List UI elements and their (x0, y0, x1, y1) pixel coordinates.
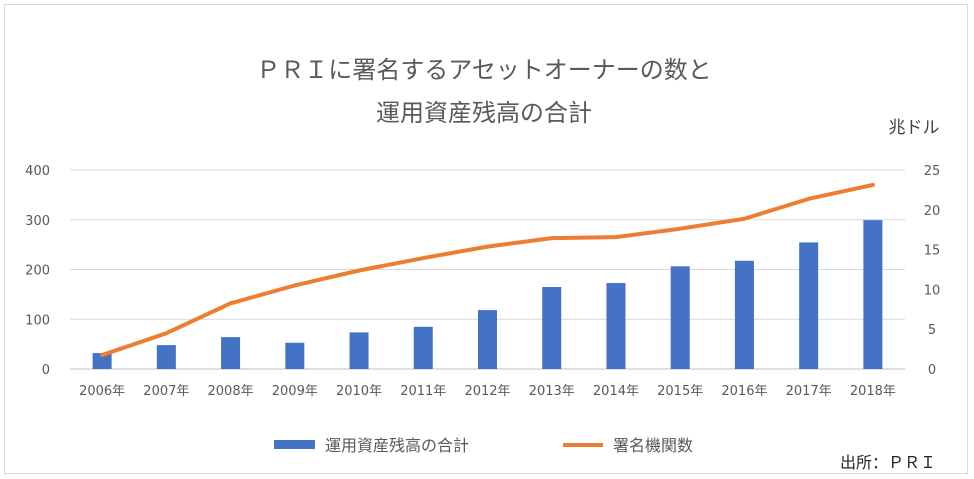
bar-assets (413, 326, 433, 369)
legend-swatch-assets (274, 440, 315, 449)
line-series-signatories (100, 182, 875, 358)
left-axis-tick-label: 200 (25, 264, 50, 279)
bar-assets (799, 242, 819, 369)
bar-assets (92, 353, 112, 369)
bar-assets (734, 260, 754, 369)
x-axis-tick-label: 2018年 (850, 384, 896, 399)
bar-assets (670, 266, 690, 369)
bar-assets (285, 342, 305, 369)
right-axis-tick-label: 10 (924, 283, 941, 298)
x-axis-tick-label: 2014年 (593, 384, 639, 399)
bar-assets (156, 345, 176, 369)
left-axis-tick-label: 100 (25, 313, 50, 328)
legend-label-signatories: 署名機関数 (613, 436, 693, 455)
legend: 運用資産残高の合計 署名機関数 (274, 436, 693, 455)
left-axis-ticks: 0 100 200 300 400 (25, 164, 50, 378)
bar-assets (606, 283, 626, 369)
x-axis-tick-label: 2017年 (786, 384, 832, 399)
right-axis-unit-label: 兆ドル (889, 118, 940, 138)
x-axis-tick-label: 2013年 (529, 384, 575, 399)
bar-assets (478, 310, 497, 369)
right-axis-ticks: 0 5 10 15 20 25 (924, 164, 941, 378)
x-axis-tick-label: 2008年 (208, 384, 254, 399)
bar-series-assets (92, 220, 883, 369)
bar-assets (349, 332, 369, 369)
chart-title-line2: 運用資産残高の合計 (376, 99, 592, 127)
left-axis-tick-label: 300 (25, 214, 50, 229)
x-axis-tick-label: 2009年 (272, 384, 318, 399)
right-axis-tick-label: 5 (928, 323, 936, 338)
right-axis-tick-label: 20 (924, 204, 941, 219)
x-axis-tick-label: 2012年 (464, 384, 510, 399)
x-axis-tick-label: 2015年 (657, 384, 703, 399)
legend-label-assets: 運用資産残高の合計 (325, 436, 469, 455)
bar-assets (863, 220, 883, 369)
left-axis-tick-label: 0 (42, 363, 50, 378)
right-axis-tick-label: 25 (924, 164, 941, 179)
right-axis-tick-label: 0 (928, 363, 936, 378)
chart-title-line1: ＰＲＩに署名するアセットオーナーの数と (256, 56, 712, 84)
x-axis-ticks: 2006年 2007年 2008年 2009年 2010年 2011年 2012年 2013年… (79, 384, 896, 399)
x-axis-tick-label: 2011年 (400, 384, 446, 399)
x-axis-tick-label: 2007年 (143, 384, 189, 399)
source-note: 出所：ＰＲＩ (840, 453, 936, 472)
chart-frame (4, 4, 968, 474)
line-signatories (100, 182, 875, 358)
x-axis-tick-label: 2010年 (336, 384, 382, 399)
left-axis-tick-label: 400 (25, 164, 50, 179)
x-axis-tick-label: 2006年 (79, 384, 125, 399)
x-axis-tick-label: 2016年 (721, 384, 767, 399)
bar-assets (542, 287, 562, 369)
right-axis-tick-label: 15 (924, 244, 941, 259)
bar-assets (221, 337, 241, 369)
